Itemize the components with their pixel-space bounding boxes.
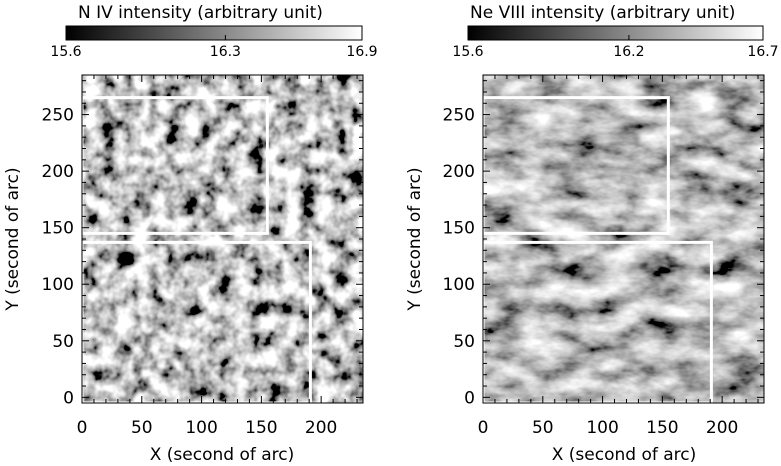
x-tick-label: 50 (532, 418, 554, 438)
y-tick-label: 250 (443, 106, 475, 126)
y-tick-label: 200 (443, 162, 475, 182)
y-tick-label: 100 (443, 275, 475, 295)
colorbar-tick-label: 15.6 (50, 44, 81, 60)
x-tick-label: 200 (706, 418, 738, 438)
y-axis-label: Y (second of arc) (3, 167, 23, 311)
x-tick-label: 0 (77, 418, 88, 438)
x-tick-label: 50 (131, 418, 153, 438)
y-tick-label: 50 (52, 332, 74, 352)
x-axis-label: X (second of arc) (552, 445, 697, 465)
axis-ticks: 0 50 100 150 200 0 50 100 150 200 250 (443, 75, 764, 438)
colorbar (467, 25, 764, 41)
y-tick-label: 0 (63, 388, 74, 408)
y-tick-label: 250 (42, 106, 74, 126)
panel-n-iv: N IV intensity (arbitrary unit) 15.6 16.3… (3, 3, 378, 465)
x-tick-label: 100 (185, 418, 217, 438)
y-tick-label: 0 (464, 388, 475, 408)
colorbar-ticks: 15.6 16.2 16.7 (452, 35, 779, 60)
chart-title: N IV intensity (arbitrary unit) (78, 3, 323, 23)
y-tick-label: 50 (453, 332, 475, 352)
colorbar-ticks: 15.6 16.3 16.9 (50, 35, 378, 60)
y-tick-label: 150 (443, 219, 475, 239)
x-tick-label: 100 (586, 418, 618, 438)
y-tick-label: 150 (42, 219, 74, 239)
x-axis-label: X (second of arc) (150, 445, 295, 465)
colorbar (65, 25, 363, 41)
y-tick-label: 200 (42, 162, 74, 182)
chart-title: Ne VIII intensity (arbitrary unit) (470, 3, 735, 23)
y-tick-label: 100 (42, 275, 74, 295)
x-tick-label: 150 (245, 418, 277, 438)
colorbar-tick-label: 16.2 (613, 44, 644, 60)
axis-ticks: 0 50 100 150 200 0 50 100 150 200 250 (42, 75, 363, 438)
x-tick-label: 0 (478, 418, 489, 438)
x-tick-label: 200 (305, 418, 337, 438)
heatmap-image (483, 75, 764, 403)
colorbar-tick-label: 16.3 (210, 44, 241, 60)
colorbar-tick-label: 16.9 (346, 44, 377, 60)
y-axis-label: Y (second of arc) (405, 167, 425, 311)
panel-ne-viii: Ne VIII intensity (arbitrary unit) 15.6 1… (405, 3, 779, 465)
heatmap-image (82, 75, 363, 403)
colorbar-tick-label: 15.6 (452, 44, 483, 60)
x-tick-label: 150 (646, 418, 678, 438)
colorbar-tick-label: 16.7 (747, 44, 778, 60)
